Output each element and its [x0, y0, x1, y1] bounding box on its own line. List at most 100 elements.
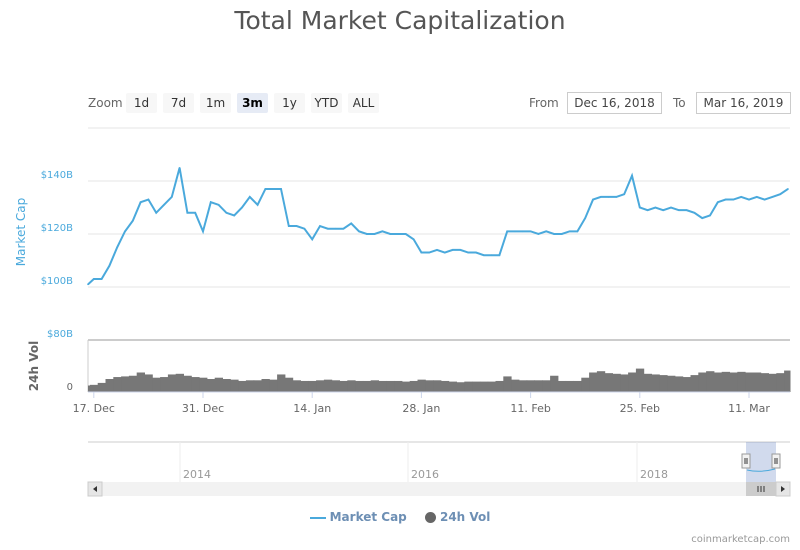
market-cap-point	[639, 206, 641, 209]
market-cap-point	[592, 198, 594, 201]
market-cap-point	[225, 212, 228, 214]
zoom-ytd-button[interactable]: YTD	[311, 93, 342, 113]
navigator-year-label: 2014	[183, 468, 211, 481]
volume-bar	[596, 371, 606, 392]
market-cap-point	[428, 251, 431, 254]
market-cap-point	[740, 196, 742, 198]
volume-bar	[394, 380, 403, 392]
volume-bar	[495, 380, 504, 392]
volume-bar	[370, 380, 379, 392]
volume-bar	[425, 380, 434, 392]
volume-bar	[89, 384, 99, 392]
navigator-year-label: 2016	[411, 468, 439, 481]
volume-bar	[690, 375, 699, 392]
zoom-7d-button[interactable]: 7d	[163, 93, 194, 113]
volume-bar	[105, 379, 114, 392]
volume-bar	[659, 375, 668, 392]
zoom-1d-button[interactable]: 1d	[126, 93, 157, 113]
market-cap-point	[116, 246, 118, 249]
market-cap-point	[155, 212, 157, 214]
volume-bar	[121, 376, 130, 392]
market-cap-point	[646, 209, 649, 211]
volume-bar	[503, 376, 512, 392]
volume-bar	[183, 375, 192, 392]
from-date-input[interactable]: Dec 16, 2018	[567, 92, 662, 114]
arrow-left-icon	[93, 486, 97, 492]
volume-bar	[245, 380, 255, 392]
market-cap-point	[295, 225, 298, 227]
to-date-input[interactable]: Mar 16, 2019	[696, 92, 791, 114]
volume-bar	[487, 381, 496, 392]
market-cap-point	[623, 193, 625, 196]
credit-link[interactable]: coinmarketcap.com	[691, 534, 790, 545]
market-cap-point	[381, 230, 384, 233]
market-cap-point	[93, 278, 95, 280]
zoom-1m-button[interactable]: 1m	[200, 93, 231, 113]
volume-bar	[339, 380, 348, 392]
x-tick-label: 17. Dec	[73, 402, 115, 415]
volume-bar	[456, 382, 465, 392]
arrow-right-icon	[781, 486, 785, 492]
market-cap-point	[420, 251, 423, 254]
legend-item-24h-vol[interactable]: 24h Vol	[424, 510, 490, 524]
x-tick-label: 31. Dec	[182, 402, 224, 415]
navigator-handle[interactable]	[741, 453, 751, 469]
scrollbar-track[interactable]	[88, 482, 790, 496]
volume-bar	[784, 370, 791, 392]
market-cap-point	[732, 198, 735, 201]
x-tick-label: 14. Jan	[293, 402, 331, 415]
market-cap-point	[241, 206, 243, 209]
zoom-3m-button[interactable]: 3m	[237, 93, 268, 113]
volume-bar	[706, 371, 715, 392]
market-cap-point	[483, 254, 485, 256]
volume-bar	[604, 373, 613, 392]
zoom-all-button[interactable]: ALL	[348, 93, 379, 113]
volume-bar	[581, 377, 590, 392]
market-cap-point	[693, 212, 696, 214]
volume-bar	[667, 375, 676, 392]
volume-bar	[760, 373, 769, 392]
market-cap-point	[553, 233, 555, 235]
volume-bar	[300, 380, 309, 392]
volume-bar	[433, 380, 442, 392]
volume-bar	[464, 381, 473, 392]
market-cap-point	[256, 204, 259, 206]
volume-bar	[628, 372, 637, 392]
navigator-year-label: 2018	[640, 468, 668, 481]
market-cap-point	[342, 227, 345, 230]
legend-item-market-cap[interactable]: Market Cap	[309, 510, 411, 524]
vol-y-tick-label: 0	[67, 382, 73, 393]
market-cap-point	[600, 196, 602, 198]
market-cap-point	[771, 196, 774, 198]
y-tick-label: $120B	[41, 223, 73, 234]
market-cap-point	[163, 204, 165, 206]
market-cap-point	[280, 188, 282, 190]
market-cap-point	[272, 188, 275, 190]
volume-bar	[448, 381, 457, 392]
volume-bar	[152, 377, 161, 392]
volume-bar	[745, 372, 754, 392]
volume-bar	[729, 372, 738, 392]
market-cap-point	[537, 233, 540, 235]
zoom-1y-button[interactable]: 1y	[274, 93, 305, 113]
navigator-selection[interactable]	[746, 442, 776, 482]
volume-bar	[550, 375, 559, 392]
volume-bar	[230, 379, 239, 392]
volume-bar	[440, 380, 450, 392]
vol-axis-title: 24h Vol	[27, 341, 41, 391]
navigator-handle[interactable]	[771, 453, 781, 469]
market-cap-point	[779, 193, 781, 196]
volume-bar	[651, 374, 660, 392]
volume-bar	[191, 377, 200, 392]
volume-bar	[713, 372, 723, 392]
market-cap-point	[787, 188, 789, 190]
volume-bar	[534, 380, 543, 392]
market-cap-point	[444, 251, 446, 254]
market-cap-point	[327, 227, 329, 230]
market-cap-point	[615, 196, 618, 198]
volume-bar	[347, 380, 356, 392]
volume-bar	[768, 373, 777, 392]
market-cap-point	[506, 230, 509, 233]
x-tick-label: 25. Feb	[620, 402, 660, 415]
market-cap-point	[529, 230, 532, 233]
